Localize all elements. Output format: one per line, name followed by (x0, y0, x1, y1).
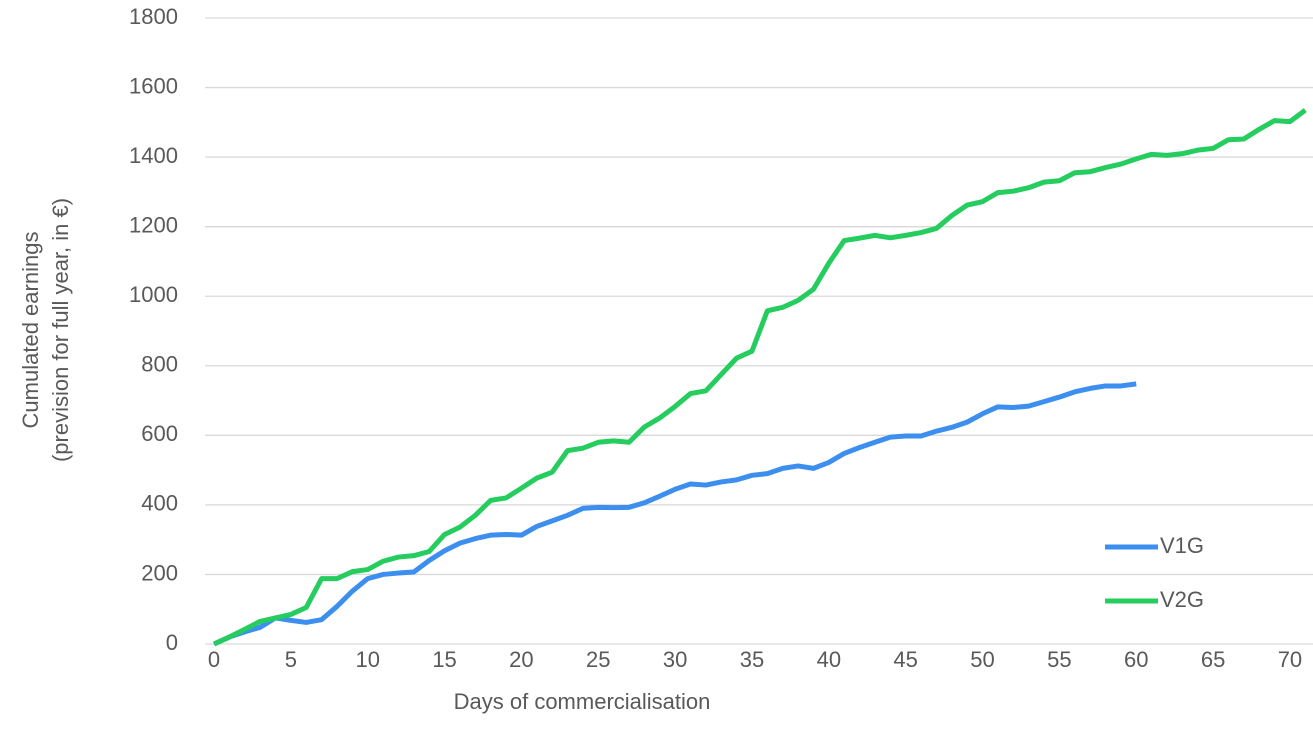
x-tick-label: 30 (663, 647, 687, 672)
x-tick-label: 25 (586, 647, 610, 672)
x-tick-label: 35 (740, 647, 764, 672)
x-tick-label: 60 (1124, 647, 1148, 672)
y-tick-label: 600 (141, 421, 178, 446)
y-tick-label: 800 (141, 352, 178, 377)
y-tick-label: 0 (166, 630, 178, 655)
x-tick-label: 5 (285, 647, 297, 672)
y-tick-label: 1400 (129, 143, 178, 168)
y-tick-label: 400 (141, 491, 178, 516)
x-tick-label: 40 (817, 647, 841, 672)
y-tick-label: 1800 (129, 4, 178, 29)
x-axis-title: Days of commercialisation (454, 689, 711, 714)
y-axis-title: (prevision for full year, in €) (48, 198, 73, 462)
x-tick-label: 15 (432, 647, 456, 672)
x-tick-label: 0 (208, 647, 220, 672)
x-tick-label: 45 (893, 647, 917, 672)
y-tick-label: 1600 (129, 73, 178, 98)
legend-label: V1G (1160, 533, 1204, 558)
x-tick-label: 10 (355, 647, 379, 672)
x-tick-label: 50 (970, 647, 994, 672)
y-tick-label: 200 (141, 560, 178, 585)
x-tick-label: 55 (1047, 647, 1071, 672)
x-tick-label: 20 (509, 647, 533, 672)
series-line (212, 108, 1307, 647)
y-axis-title: Cumulated earnings (18, 232, 43, 429)
y-tick-label: 1000 (129, 282, 178, 307)
series-line (212, 381, 1137, 647)
y-tick-label: 1200 (129, 212, 178, 237)
x-tick-label: 70 (1278, 647, 1302, 672)
legend-label: V2G (1160, 587, 1204, 612)
x-tick-label: 65 (1201, 647, 1225, 672)
plot-area (212, 108, 1307, 647)
